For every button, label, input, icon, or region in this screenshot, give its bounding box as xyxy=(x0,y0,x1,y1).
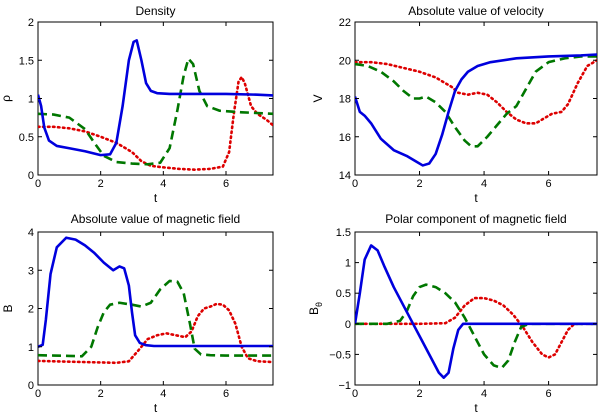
y-tick-label: 14 xyxy=(339,170,351,182)
panel-title: Absolute value of velocity xyxy=(408,4,543,18)
y-axis-title: V xyxy=(311,94,325,102)
y-tick-label: 0.5 xyxy=(336,288,351,300)
x-tick-label: 2 xyxy=(98,178,104,190)
x-tick-label: 6 xyxy=(223,388,229,400)
x-tick-label: 2 xyxy=(416,388,422,400)
x-tick-label: 0 xyxy=(352,178,358,190)
x-tick-label: 6 xyxy=(546,178,552,190)
series-line-green xyxy=(355,283,597,370)
x-tick-label: 6 xyxy=(223,178,229,190)
series-line-blue xyxy=(38,236,273,348)
panel-velocity: Absolute value of velocity 0 2 4 6 14 16… xyxy=(311,4,598,205)
series-line-blue xyxy=(38,39,273,157)
panel-title: Polar component of magnetic field xyxy=(385,212,566,226)
x-tick-labels: 0 2 4 6 xyxy=(35,178,229,190)
series-line-green xyxy=(38,279,273,358)
x-tick-label: 0 xyxy=(35,178,41,190)
y-tick-label: −1 xyxy=(338,380,351,392)
series-line-green xyxy=(38,57,273,166)
x-axis-title: t xyxy=(154,191,158,205)
y-tick-label: −0.5 xyxy=(329,349,351,361)
x-axis-title: t xyxy=(474,401,478,415)
plot-frame xyxy=(37,231,274,386)
y-tick-label: 0 xyxy=(28,380,34,392)
y-tick-label: 2 xyxy=(28,304,34,316)
y-tick-label: 1.5 xyxy=(336,227,351,239)
plot-frame xyxy=(37,21,274,176)
x-tick-label: 4 xyxy=(160,178,166,190)
y-tick-labels: −1 −0.5 0 0.5 1 1.5 xyxy=(329,227,351,392)
y-axis-title-subscript: θ xyxy=(314,302,324,307)
series-line-red xyxy=(355,296,597,359)
y-tick-label: 3 xyxy=(28,265,34,277)
series-line-blue xyxy=(355,244,597,379)
y-tick-label: 1 xyxy=(345,258,351,270)
x-tick-label: 2 xyxy=(98,388,104,400)
y-tick-labels: 14 16 18 20 22 xyxy=(339,17,351,182)
y-axis-title: ρ xyxy=(0,95,13,102)
panel-title: Density xyxy=(135,4,175,18)
series-line-red xyxy=(38,302,273,365)
y-tick-label: 1 xyxy=(28,342,34,354)
x-tick-label: 6 xyxy=(546,388,552,400)
panel-polar-component: Polar component of magnetic field 0 2 4 … xyxy=(307,212,598,415)
x-tick-labels: 0 2 4 6 xyxy=(352,388,552,400)
y-axis-title: Bθ xyxy=(307,302,324,315)
x-tick-labels: 0 2 4 6 xyxy=(35,388,229,400)
series-line-red xyxy=(38,75,273,171)
y-tick-label: 22 xyxy=(339,17,351,29)
y-tick-label: 4 xyxy=(28,227,34,239)
panel-title: Absolute value of magnetic field xyxy=(71,212,240,226)
y-axis-title: B xyxy=(1,304,15,312)
y-tick-label: 20 xyxy=(339,55,351,67)
y-tick-labels: 0 1 2 3 4 xyxy=(28,227,34,392)
panel-magnetic-field: Absolute value of magnetic field 0 2 4 6… xyxy=(1,212,274,415)
y-tick-label: 2 xyxy=(28,17,34,29)
plot-frame xyxy=(354,231,598,386)
x-tick-label: 4 xyxy=(481,388,487,400)
x-axis-title: t xyxy=(474,191,478,205)
y-tick-label: 0 xyxy=(345,319,351,331)
y-tick-label: 1.5 xyxy=(19,55,34,67)
x-axis-title: t xyxy=(154,401,158,415)
y-tick-label: 18 xyxy=(339,94,351,106)
x-tick-label: 4 xyxy=(481,178,487,190)
plot-frame xyxy=(354,21,598,176)
series-line-blue xyxy=(355,53,597,167)
y-tick-labels: 0 0.5 1 1.5 2 xyxy=(19,17,34,182)
panel-density: Density 0 2 4 6 0 0.5 1 1.5 2 t ρ xyxy=(0,4,274,205)
series-line-red xyxy=(355,58,597,125)
x-tick-label: 0 xyxy=(35,388,41,400)
y-tick-label: 0.5 xyxy=(19,132,34,144)
y-axis-title-main: B xyxy=(307,307,321,315)
y-tick-label: 1 xyxy=(28,94,34,106)
x-tick-label: 2 xyxy=(416,178,422,190)
x-tick-label: 0 xyxy=(352,388,358,400)
x-tick-labels: 0 2 4 6 xyxy=(352,178,552,190)
y-tick-label: 0 xyxy=(28,170,34,182)
y-tick-label: 16 xyxy=(339,132,351,144)
series-line-green xyxy=(355,55,597,148)
x-tick-label: 4 xyxy=(160,388,166,400)
